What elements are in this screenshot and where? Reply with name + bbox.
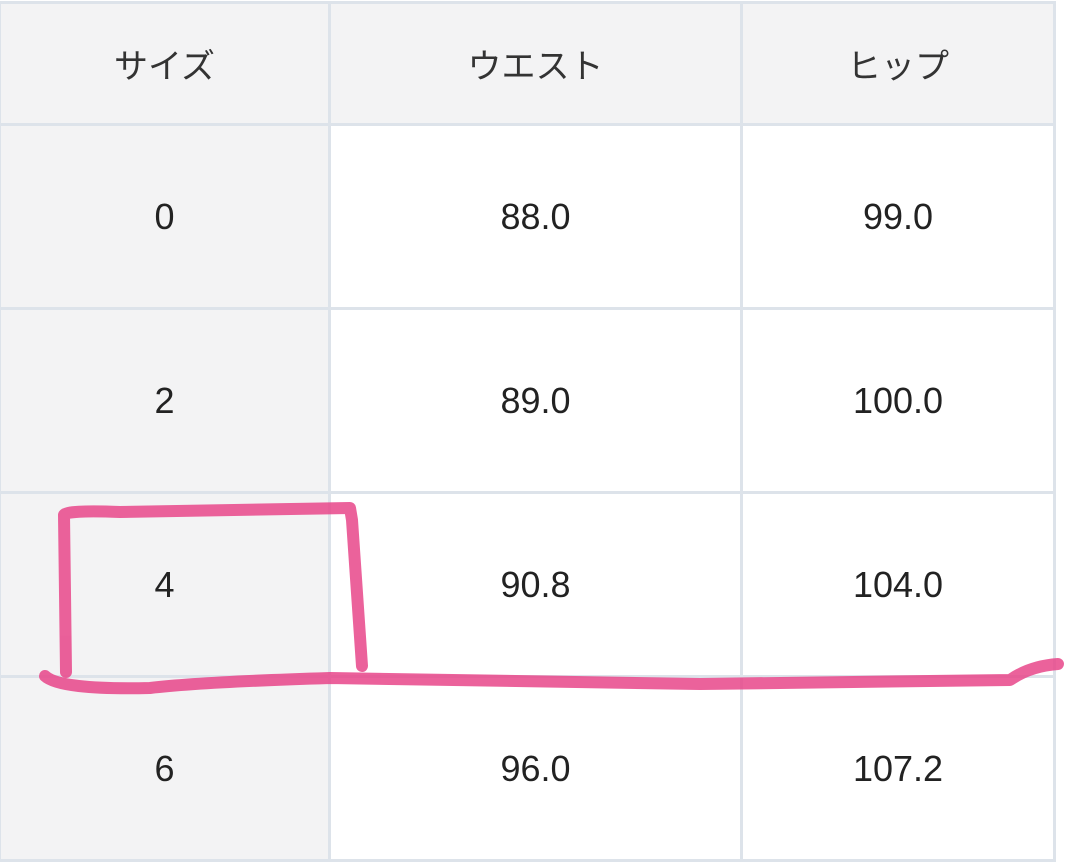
header-hip: ヒップ — [740, 1, 1056, 126]
table-row: 4 90.8 104.0 — [0, 491, 1056, 678]
hip-cell: 107.2 — [740, 675, 1056, 862]
hip-cell: 99.0 — [740, 123, 1056, 310]
waist-cell: 88.0 — [328, 123, 743, 310]
table-row: 2 89.0 100.0 — [0, 307, 1056, 494]
waist-cell: 90.8 — [328, 491, 743, 678]
size-cell: 0 — [0, 123, 331, 310]
table-row: 6 96.0 107.2 — [0, 675, 1056, 862]
size-cell: 4 — [0, 491, 331, 678]
table-row: 0 88.0 99.0 — [0, 123, 1056, 310]
waist-cell: 96.0 — [328, 675, 743, 862]
size-cell: 6 — [0, 675, 331, 862]
waist-cell: 89.0 — [328, 307, 743, 494]
header-waist: ウエスト — [328, 1, 743, 126]
hip-cell: 100.0 — [740, 307, 1056, 494]
size-chart-table: サイズ ウエスト ヒップ 0 88.0 99.0 2 89.0 100.0 4 … — [0, 1, 1056, 862]
header-size: サイズ — [0, 1, 331, 126]
hip-cell: 104.0 — [740, 491, 1056, 678]
header-row: サイズ ウエスト ヒップ — [0, 1, 1056, 126]
size-cell: 2 — [0, 307, 331, 494]
